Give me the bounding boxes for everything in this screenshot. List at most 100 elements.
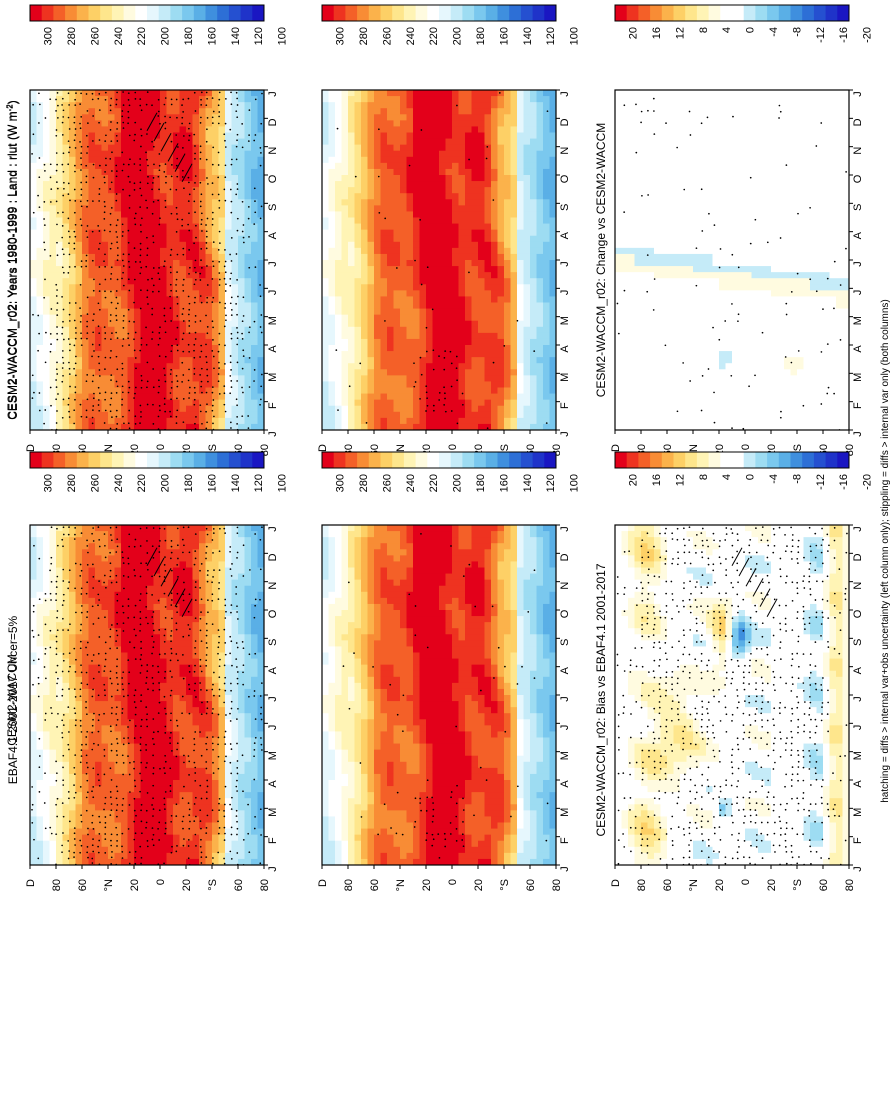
cell <box>167 169 174 176</box>
cell <box>504 375 511 382</box>
cell <box>400 394 407 401</box>
cell <box>30 242 37 249</box>
cell <box>348 345 355 352</box>
cell <box>446 284 453 291</box>
cell <box>394 260 401 267</box>
stipple-dot <box>195 332 197 334</box>
cell <box>76 211 83 218</box>
cell <box>407 321 414 328</box>
stipple-dot <box>378 128 380 130</box>
cell <box>238 284 245 291</box>
cell <box>173 181 180 188</box>
cell <box>180 272 187 279</box>
stipple-dot <box>104 266 106 268</box>
cell <box>472 266 479 273</box>
cell <box>368 218 375 225</box>
cell <box>245 333 252 340</box>
cell <box>76 230 83 237</box>
cell <box>452 163 459 170</box>
cell <box>322 157 329 164</box>
cell <box>206 254 213 261</box>
cell <box>82 187 89 194</box>
cell <box>186 260 193 267</box>
cell <box>89 394 96 401</box>
cell <box>245 278 252 285</box>
cell <box>530 139 537 146</box>
cell <box>361 175 368 182</box>
cell <box>537 139 544 146</box>
cell <box>63 96 70 103</box>
stipple-dot <box>129 195 131 197</box>
stipple-dot <box>80 332 82 334</box>
cell <box>167 260 174 267</box>
cell <box>329 357 336 364</box>
cell <box>413 309 420 316</box>
cell <box>543 339 550 346</box>
cell <box>89 363 96 370</box>
cell <box>89 108 96 115</box>
cell <box>413 327 420 334</box>
cell <box>465 248 472 255</box>
cell <box>63 224 70 231</box>
cell <box>245 157 252 164</box>
cell <box>335 120 342 127</box>
cell <box>400 412 407 419</box>
cell <box>543 139 550 146</box>
cell <box>43 114 50 121</box>
cell <box>342 205 349 212</box>
stipple-dot <box>55 398 57 400</box>
cell <box>82 193 89 200</box>
cell <box>160 114 167 121</box>
cell <box>43 120 50 127</box>
cell <box>387 108 394 115</box>
stipple-dot <box>188 230 190 232</box>
cell <box>173 369 180 376</box>
cell <box>478 205 485 212</box>
stipple-dot <box>182 313 184 315</box>
cell <box>530 363 537 370</box>
cell <box>121 327 128 334</box>
cell <box>465 254 472 261</box>
stipple-dot <box>194 267 196 269</box>
cell <box>102 351 109 358</box>
cell <box>478 400 485 407</box>
cell <box>342 388 349 395</box>
cell <box>394 327 401 334</box>
cell <box>361 351 368 358</box>
cell <box>381 351 388 358</box>
cell <box>76 272 83 279</box>
cell <box>355 133 362 140</box>
cell <box>485 218 492 225</box>
cell <box>50 139 57 146</box>
cell <box>147 345 154 352</box>
cell <box>394 345 401 352</box>
cell <box>251 284 258 291</box>
cell <box>95 157 102 164</box>
cell <box>225 169 232 176</box>
stipple-dot <box>68 231 70 233</box>
cell <box>368 272 375 279</box>
stipple-dot <box>176 176 178 178</box>
cell <box>504 169 511 176</box>
cell <box>511 388 518 395</box>
cell <box>348 199 355 206</box>
cell <box>115 388 122 395</box>
cell <box>43 369 50 376</box>
cell <box>485 278 492 285</box>
cell <box>407 254 414 261</box>
stipple-dot <box>75 92 77 94</box>
cell <box>524 418 531 425</box>
cell <box>381 406 388 413</box>
cell <box>348 315 355 322</box>
cell <box>212 242 219 249</box>
cell <box>63 290 70 297</box>
cell <box>37 126 44 133</box>
cell <box>180 181 187 188</box>
cell <box>394 242 401 249</box>
cell <box>160 406 167 413</box>
cell <box>452 199 459 206</box>
cell <box>322 296 329 303</box>
cell <box>342 248 349 255</box>
cell <box>478 224 485 231</box>
